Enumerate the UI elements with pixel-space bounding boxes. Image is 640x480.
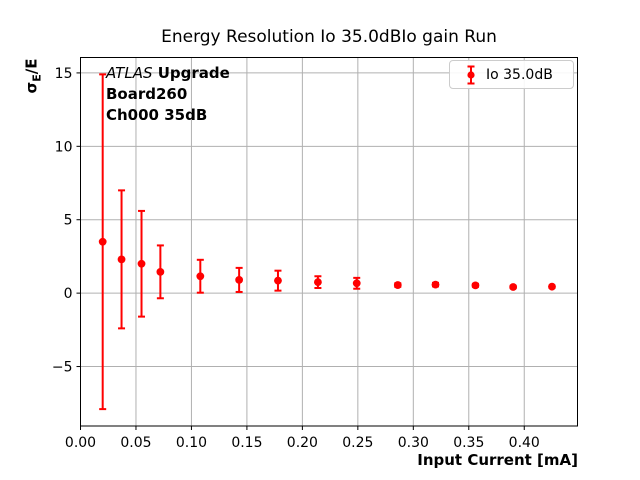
x-tick-label: 0.10	[176, 435, 207, 451]
y-tick-label: 0	[64, 286, 73, 302]
annotation-atlas: ATLAS	[106, 64, 153, 82]
data-point-marker	[137, 259, 146, 268]
legend-entry-label: Io 35.0dB	[486, 66, 553, 83]
legend-errorbar-icon	[467, 65, 475, 84]
y-axis-label: σE/E	[23, 59, 44, 94]
x-tick-label: 0.00	[65, 435, 96, 451]
data-point-marker	[98, 237, 107, 246]
annotation-block: ATLAS Upgrade Board260 Ch000 35dB	[106, 63, 230, 126]
data-point-marker	[156, 267, 165, 276]
data-point-marker	[509, 283, 518, 291]
chart-title: Energy Resolution Io 35.0dBIo gain Run	[161, 27, 497, 47]
x-axis-label: Input Current [mA]	[417, 451, 578, 469]
plot-border	[80, 57, 578, 427]
x-tick-label: 0.15	[231, 435, 262, 451]
data-point-marker	[352, 279, 361, 288]
y-axis-label-sigma: σ	[22, 81, 41, 94]
x-tick-label: 0.35	[453, 435, 484, 451]
data-point-marker	[196, 272, 205, 281]
y-tick-label: 15	[55, 66, 73, 82]
x-tick-label: 0.30	[398, 435, 429, 451]
data-point-marker	[548, 282, 556, 291]
data-point-marker	[471, 281, 480, 290]
annotation-upgrade: Upgrade	[152, 64, 230, 82]
x-tick-label: 0.05	[120, 435, 151, 451]
annotation-line-2: Board260	[106, 85, 188, 103]
data-point-marker	[431, 280, 440, 289]
y-tick-label: 5	[64, 213, 73, 229]
annotation-line-1: ATLAS Upgrade	[106, 63, 230, 84]
y-tick-label: −5	[52, 360, 73, 376]
y-axis-label-rest: /E	[22, 58, 41, 75]
legend-box: Io 35.0dB	[449, 60, 574, 89]
annotation-line-3: Ch000 35dB	[106, 106, 208, 124]
y-axis-label-subscript: E	[30, 74, 44, 82]
data-point-marker	[393, 281, 402, 289]
x-tick-label: 0.40	[509, 435, 540, 451]
data-point-marker	[314, 278, 322, 287]
data-point-marker	[274, 276, 282, 285]
x-tick-label: 0.25	[342, 435, 373, 451]
data-point-marker	[235, 276, 244, 284]
data-point-marker	[117, 255, 126, 264]
y-tick-label: 10	[55, 139, 73, 155]
x-tick-label: 0.20	[287, 435, 318, 451]
